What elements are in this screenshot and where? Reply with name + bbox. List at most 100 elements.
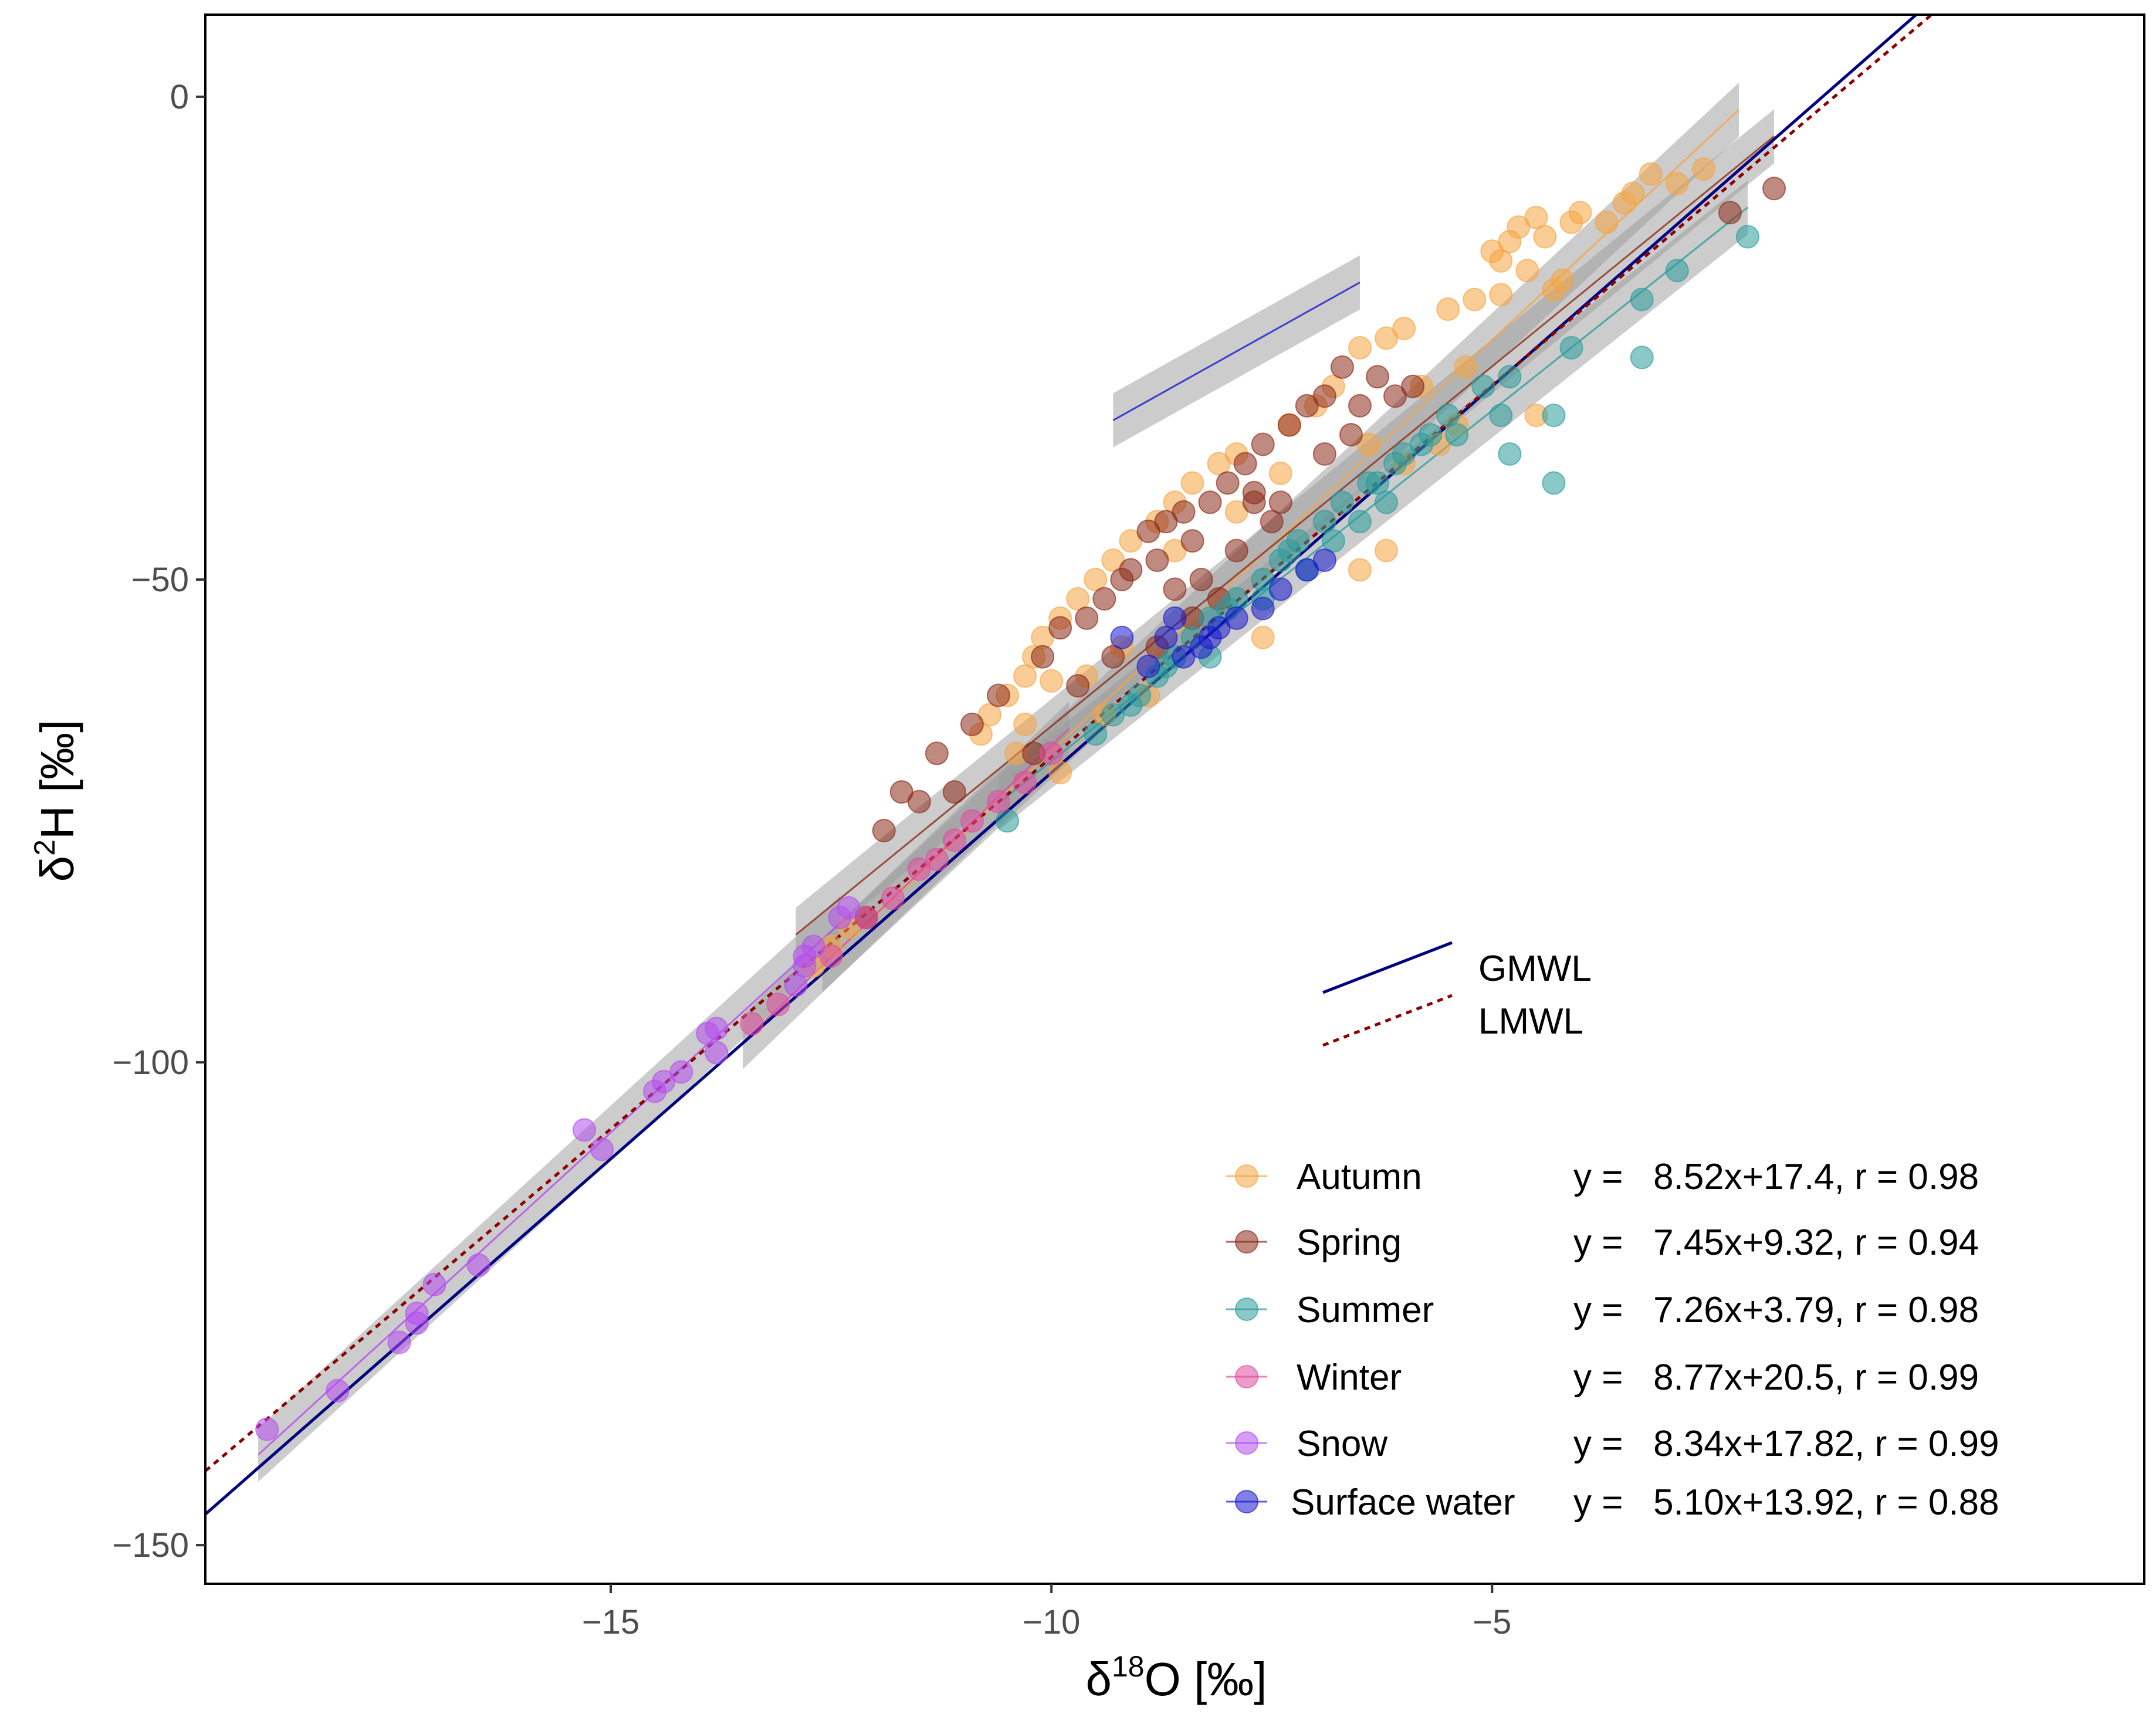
data-point-spring bbox=[925, 741, 949, 765]
data-point-spring bbox=[1348, 394, 1372, 418]
legend-autumn-label: Autumn bbox=[1297, 1157, 1422, 1197]
data-point-summer bbox=[1330, 490, 1354, 514]
data-point-autumn bbox=[1489, 283, 1513, 307]
data-point-spring bbox=[1180, 529, 1204, 553]
data-point-autumn bbox=[1463, 287, 1487, 311]
plot-frame bbox=[204, 13, 2145, 1585]
data-point-summer bbox=[1542, 404, 1566, 428]
data-point-snow bbox=[405, 1302, 429, 1326]
data-point-spring bbox=[1295, 394, 1319, 418]
data-point-summer bbox=[1489, 404, 1513, 428]
data-point-autumn bbox=[1375, 326, 1399, 350]
data-point-summer bbox=[1392, 442, 1416, 466]
data-point-autumn bbox=[1251, 625, 1275, 649]
data-point-summer bbox=[1735, 225, 1759, 249]
legend-gmwl-label: GMWL bbox=[1478, 949, 1592, 989]
data-point-winter bbox=[881, 886, 905, 910]
data-point-spring bbox=[1401, 374, 1425, 398]
legend-autumn-equation: y = 8.52x+17.4, r = 0.98 bbox=[1573, 1157, 1979, 1197]
data-point-summer bbox=[1366, 471, 1390, 495]
legend-spring-label: Spring bbox=[1297, 1222, 1402, 1263]
data-point-autumn bbox=[1013, 712, 1037, 736]
data-point-summer bbox=[1542, 471, 1566, 495]
x-tick-label: −5 bbox=[1473, 1603, 1511, 1641]
data-point-spring bbox=[1031, 645, 1055, 669]
data-point-winter bbox=[942, 828, 966, 852]
data-point-summer bbox=[1665, 259, 1689, 283]
data-point-spring bbox=[1216, 471, 1240, 495]
legend-lmwl-label: LMWL bbox=[1478, 1001, 1583, 1042]
data-point-autumn bbox=[1559, 210, 1583, 234]
data-point-winter bbox=[1013, 770, 1037, 794]
data-point-surface-water bbox=[1163, 606, 1187, 630]
data-point-spring bbox=[1198, 490, 1222, 514]
data-point-spring bbox=[960, 712, 984, 736]
data-point-winter bbox=[1040, 741, 1064, 765]
data-point-autumn bbox=[1268, 461, 1292, 485]
legend-lmwl-swatch bbox=[1322, 994, 1453, 1047]
legend-surface-water-equation: y = 5.10x+13.92, r = 0.88 bbox=[1573, 1482, 1999, 1523]
data-point-surface-water bbox=[1154, 625, 1178, 649]
y-tick-label: −100 bbox=[112, 1044, 189, 1082]
data-point-summer bbox=[996, 809, 1020, 833]
series-legend: Autumn y = 8.52x+17.4, r = 0.98 Spring y = … bbox=[1226, 1157, 1999, 1523]
data-point-snow bbox=[837, 896, 861, 920]
legend-summer-equation: y = 7.26x+3.79, r = 0.98 bbox=[1573, 1290, 1979, 1330]
x-tick-label: −10 bbox=[1023, 1603, 1080, 1641]
data-point-summer bbox=[1630, 345, 1654, 370]
data-point-spring bbox=[1312, 442, 1336, 466]
data-point-spring bbox=[1101, 645, 1125, 669]
data-point-summer bbox=[1277, 538, 1301, 563]
data-point-summer bbox=[1312, 510, 1336, 534]
data-point-autumn bbox=[1180, 471, 1204, 495]
legend-summer-label: Summer bbox=[1297, 1290, 1434, 1330]
x-tick-label: −15 bbox=[582, 1603, 639, 1641]
data-point-snow bbox=[387, 1330, 411, 1354]
legend-spring-marker bbox=[1235, 1230, 1258, 1254]
data-point-spring bbox=[1366, 365, 1390, 389]
data-point-autumn bbox=[1454, 355, 1478, 379]
data-point-surface-water bbox=[1136, 655, 1160, 679]
data-point-spring bbox=[1163, 577, 1187, 601]
data-point-snow bbox=[326, 1378, 350, 1403]
x-axis-title: δ18O [‰] bbox=[1085, 1650, 1267, 1705]
data-point-autumn bbox=[1542, 278, 1566, 302]
data-point-spring bbox=[1339, 423, 1363, 447]
data-point-summer bbox=[1419, 423, 1443, 447]
legend-autumn-marker bbox=[1235, 1164, 1258, 1188]
data-point-summer bbox=[1436, 404, 1460, 428]
data-point-autumn bbox=[1436, 297, 1460, 321]
data-point-summer bbox=[1498, 442, 1522, 466]
data-point-summer bbox=[1630, 287, 1654, 311]
data-point-snow bbox=[669, 1060, 693, 1084]
data-point-spring bbox=[1277, 413, 1301, 437]
data-point-summer bbox=[1559, 336, 1583, 360]
data-point-autumn bbox=[1639, 162, 1663, 186]
y-tick-label: −150 bbox=[112, 1526, 189, 1564]
data-point-autumn bbox=[1066, 587, 1090, 611]
data-point-surface-water bbox=[1207, 616, 1231, 640]
data-point-snow bbox=[784, 973, 808, 997]
legend-winter-equation: y = 8.77x+20.5, r = 0.99 bbox=[1573, 1357, 1979, 1398]
data-point-winter bbox=[987, 790, 1011, 814]
data-point-autumn bbox=[1665, 172, 1689, 196]
data-point-surface-water bbox=[1251, 597, 1275, 621]
data-point-spring bbox=[1136, 519, 1160, 543]
data-point-snow bbox=[793, 954, 817, 978]
data-point-snow bbox=[255, 1417, 279, 1441]
data-point-summer bbox=[1321, 529, 1345, 553]
data-point-snow bbox=[572, 1118, 596, 1142]
data-point-snow bbox=[705, 1041, 729, 1065]
data-point-surface-water bbox=[1110, 625, 1134, 649]
data-point-spring bbox=[1066, 674, 1090, 698]
data-point-snow bbox=[466, 1253, 490, 1277]
data-point-winter bbox=[740, 1012, 764, 1036]
data-point-autumn bbox=[1691, 157, 1715, 181]
data-point-summer bbox=[1084, 722, 1108, 746]
data-point-surface-water bbox=[1268, 577, 1292, 601]
data-point-spring bbox=[1251, 432, 1275, 456]
data-point-autumn bbox=[1348, 558, 1372, 582]
data-point-spring bbox=[1189, 568, 1213, 591]
